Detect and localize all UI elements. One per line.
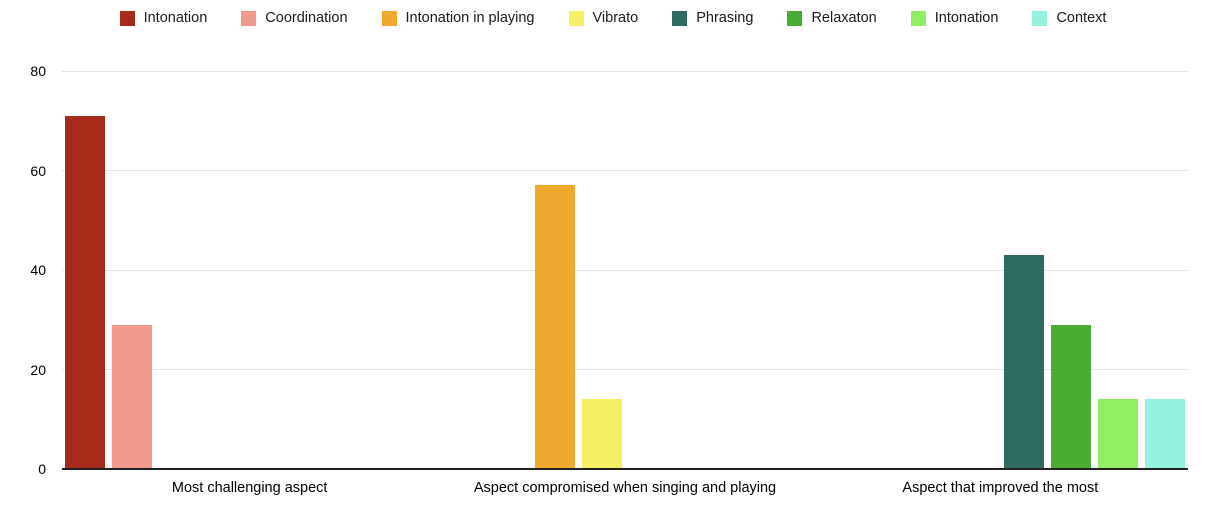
bar-vibrato[interactable] bbox=[581, 399, 622, 469]
legend-item[interactable]: Vibrato bbox=[568, 10, 639, 26]
bar-intonation[interactable] bbox=[65, 115, 106, 469]
legend-label: Context bbox=[1056, 10, 1107, 26]
legend-label: Intonation bbox=[934, 10, 999, 26]
bar-intonation-in-playing[interactable] bbox=[534, 185, 575, 469]
legend-item[interactable]: Phrasing bbox=[672, 10, 753, 26]
legend-label: Vibrato bbox=[592, 10, 639, 26]
legend-item[interactable]: Coordination bbox=[241, 10, 348, 26]
chart-legend: Intonation Coordination Intonation in play… bbox=[0, 10, 1226, 26]
bar-intonation[interactable] bbox=[1097, 399, 1138, 469]
legend-swatch-icon bbox=[568, 10, 584, 26]
gridline bbox=[62, 70, 1188, 72]
y-axis-tick-label: 80 bbox=[30, 63, 46, 79]
x-axis-category-label: Most challenging aspect bbox=[171, 480, 328, 496]
y-axis-tick-label: 20 bbox=[30, 361, 46, 378]
x-axis-category-label: Aspect compromised when singing and play… bbox=[473, 480, 777, 496]
legend-swatch-icon bbox=[1032, 10, 1048, 26]
legend-item[interactable]: Relaxaton bbox=[787, 10, 877, 26]
gridline bbox=[62, 170, 1188, 171]
legend-label: Intonation bbox=[143, 10, 208, 26]
gridline bbox=[62, 369, 1188, 370]
legend-label: Intonation in playing bbox=[405, 10, 535, 26]
y-axis-tick-label: 40 bbox=[30, 262, 46, 278]
legend-label: Relaxaton bbox=[811, 10, 877, 26]
y-axis-tick-label: 60 bbox=[30, 162, 46, 179]
legend-swatch-icon bbox=[787, 10, 803, 26]
legend-swatch-icon bbox=[910, 10, 926, 26]
legend-item[interactable]: Intonation in playing bbox=[381, 10, 535, 26]
legend-item[interactable]: Context bbox=[1032, 10, 1106, 26]
legend-swatch-icon bbox=[241, 10, 257, 26]
legend-label: Phrasing bbox=[696, 10, 754, 26]
bar-context[interactable] bbox=[1144, 399, 1185, 469]
x-axis-line bbox=[62, 468, 1188, 470]
legend-label: Coordination bbox=[265, 10, 348, 26]
bar-coordination[interactable] bbox=[112, 324, 153, 469]
legend-item[interactable]: Intonation bbox=[119, 10, 208, 26]
legend-swatch-icon bbox=[672, 10, 688, 26]
x-axis-category-label: Aspect that improved the most bbox=[902, 480, 1099, 496]
gridline bbox=[62, 269, 1188, 271]
legend-swatch-icon bbox=[119, 10, 135, 26]
bar-relaxaton[interactable] bbox=[1050, 324, 1091, 469]
bar-phrasing[interactable] bbox=[1003, 255, 1044, 469]
legend-item[interactable]: Intonation bbox=[910, 10, 999, 26]
y-axis-tick-label: 0 bbox=[38, 461, 46, 477]
legend-swatch-icon bbox=[381, 10, 397, 26]
